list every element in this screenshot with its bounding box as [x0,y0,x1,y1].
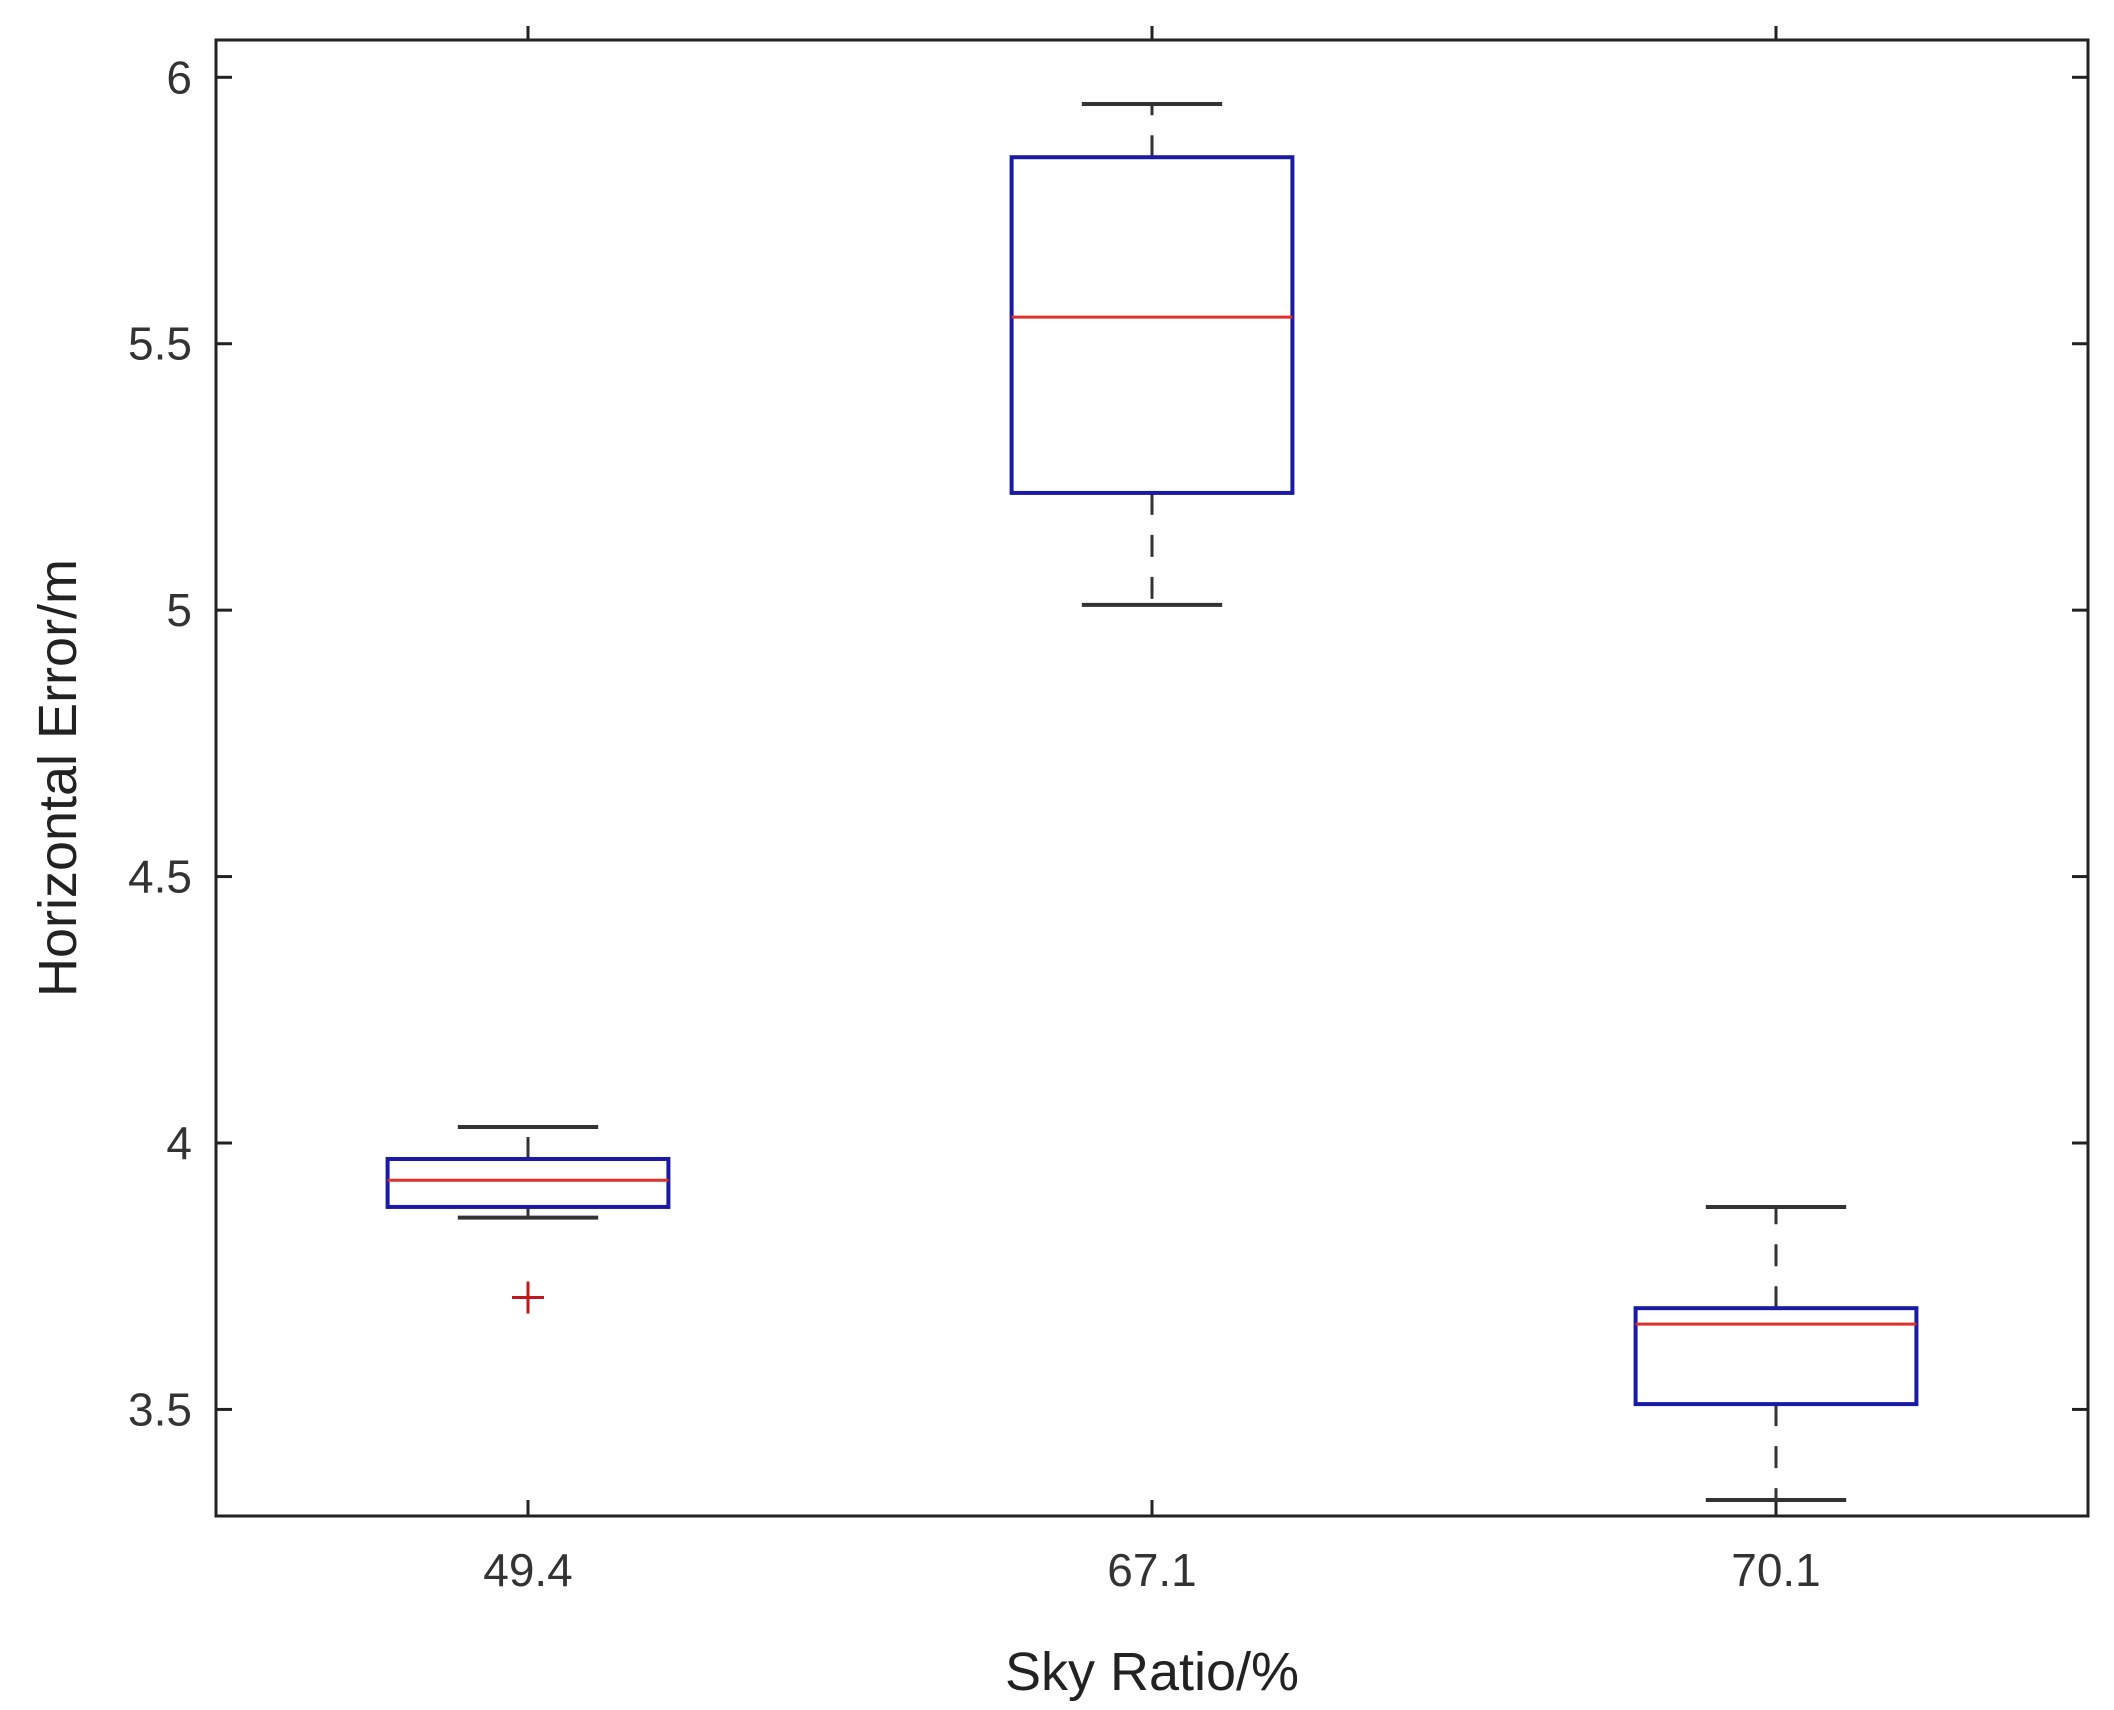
box-group [385,1125,671,1314]
x-tick-label: 70.1 [1731,1544,1821,1596]
box-group [1009,101,1295,607]
box-series [385,101,1919,1503]
y-tick-label: 4.5 [128,851,192,903]
y-tick-label: 5.5 [128,318,192,370]
plot-area-frame [214,38,2090,1518]
iqr-box [1633,1306,1919,1407]
y-tick-label: 5 [166,584,192,636]
iqr-box [1009,155,1295,495]
y-axis-label: Horizontal Error/m [28,559,88,997]
outlier-marker [512,1281,544,1314]
y-axis: 3.5 4 4.5 5 5.5 6 [128,51,2088,1435]
x-axis-label: Sky Ratio/% [1005,1642,1299,1702]
y-tick-label: 4 [166,1117,192,1169]
x-tick-label: 67.1 [1107,1544,1197,1596]
y-tick-label: 6 [166,51,192,103]
box-group [1633,1204,1919,1503]
y-tick-label: 3.5 [128,1383,192,1435]
x-axis: 49.4 67.1 70.1 [483,26,1821,1596]
x-tick-label: 49.4 [483,1544,573,1596]
iqr-box [385,1156,671,1209]
